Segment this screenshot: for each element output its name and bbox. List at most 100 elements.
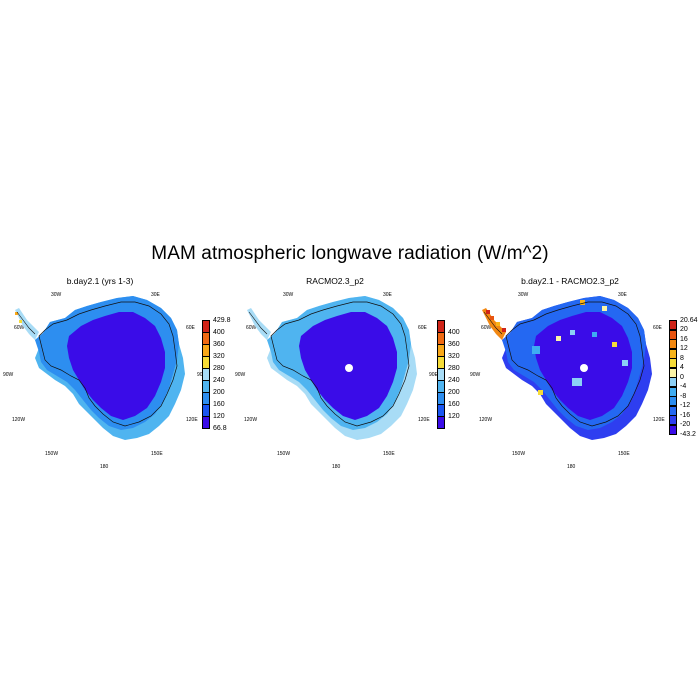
lon-label-180: 180 <box>567 464 576 470</box>
lon-label-30e: 30E <box>618 292 627 298</box>
pole-hole <box>580 364 588 372</box>
colorbar-tick-label: 200 <box>213 388 225 396</box>
colorbar-segment <box>669 386 677 397</box>
colorbar-segment <box>669 377 677 387</box>
anomaly-patch <box>622 360 628 366</box>
colorbar-tick-label: -43.2 <box>680 430 696 438</box>
colorbar-segment <box>669 329 677 340</box>
anomaly-patch <box>538 390 543 395</box>
peninsula-coastline <box>16 311 36 335</box>
lon-label-90e: 90E <box>429 372 438 378</box>
colorbar-tick-label: 12 <box>680 345 688 352</box>
colorbar-tick-label: 120 <box>448 412 460 420</box>
colorbar-tick-label: 320 <box>213 352 225 360</box>
colorbar-segment <box>437 368 445 381</box>
colorbar-tick-label: -20 <box>680 421 691 428</box>
peninsula-fill <box>482 308 506 340</box>
lon-label-150e: 150E <box>151 451 163 457</box>
anomaly-patch <box>15 312 18 315</box>
lon-label-120w: 120W <box>479 417 493 423</box>
colorbar-tick-label: 0 <box>680 373 684 381</box>
lon-label-60e: 60E <box>186 325 195 331</box>
colorbar-segment <box>669 348 677 359</box>
colorbar-tick-label: 160 <box>213 400 225 408</box>
anomaly-patch <box>502 328 506 332</box>
lon-label-120e: 120E <box>653 417 665 423</box>
colorbar-segment <box>437 416 445 429</box>
colorbar-segment <box>669 358 677 368</box>
interior-fill <box>67 312 165 420</box>
anomaly-patch <box>592 332 597 337</box>
coastline <box>38 301 178 427</box>
anomaly-patch <box>612 342 617 347</box>
colorbar-tick-label: 66.8 <box>213 424 227 432</box>
colorbar-segment <box>437 380 445 393</box>
lon-label-90w: 90W <box>3 372 14 378</box>
lon-label-90w: 90W <box>470 372 481 378</box>
anomaly-patch <box>532 346 540 354</box>
main-title: MAM atmospheric longwave radiation (W/m^… <box>151 243 549 264</box>
colorbar-tick-label: 280 <box>448 364 460 372</box>
lon-label-30w: 30W <box>51 292 62 298</box>
lon-label-90w: 90W <box>235 372 246 378</box>
lon-label-90e: 90E <box>197 372 206 378</box>
lon-label-150e: 150E <box>618 451 630 457</box>
colorbar-segment <box>669 339 677 349</box>
lon-label-60w: 60W <box>481 325 492 331</box>
colorbar-segment <box>669 415 677 425</box>
colorbar-segment <box>669 320 677 330</box>
colorbar-segment <box>437 332 445 345</box>
colorbar-segment <box>437 404 445 417</box>
colorbar-segment <box>437 392 445 405</box>
colorbar-segment <box>202 356 210 369</box>
colorbar-tick-label: -4 <box>680 383 687 390</box>
colorbar-segment <box>202 416 210 429</box>
anomaly-patch <box>556 336 561 341</box>
colorbar-tick-label: 360 <box>448 340 460 348</box>
panel-model: b.day2.1 (yrs 1-3) 30W 30E 60W 60E 90W 9… <box>3 270 238 470</box>
peninsula-fill <box>15 308 39 340</box>
colorbar-segment <box>202 344 210 357</box>
lon-label-150w: 150W <box>45 451 59 457</box>
lon-label-180: 180 <box>332 464 341 470</box>
antarctica-map <box>482 296 652 440</box>
lon-label-30w: 30W <box>518 292 529 298</box>
colorbar-segment <box>202 380 210 393</box>
lon-label-120w: 120W <box>244 417 258 423</box>
colorbar-segment <box>669 405 677 416</box>
peninsula-coastline <box>248 311 268 335</box>
colorbar-segment <box>202 392 210 405</box>
anomaly-patch <box>602 306 607 311</box>
colorbar-tick-label: 20 <box>680 326 688 333</box>
lon-label-150e: 150E <box>383 451 395 457</box>
colorbar-segment <box>202 320 210 333</box>
panel-reference: RACMO2.3_p2 30W 30E 60W 60E 90W 90E 120W… <box>235 270 473 470</box>
anomaly-patch <box>572 378 582 386</box>
colorbar-tick-label: -12 <box>680 402 691 409</box>
anomaly-patch <box>486 310 490 314</box>
lon-label-60w: 60W <box>246 325 257 331</box>
colorbar-segment <box>202 368 210 381</box>
colorbar-tick-label: 4 <box>680 364 684 371</box>
lon-label-60e: 60E <box>418 325 427 331</box>
lon-label-120w: 120W <box>12 417 26 423</box>
colorbar-tick-label: 240 <box>213 376 225 384</box>
pole-hole <box>345 364 353 372</box>
anomaly-patch <box>496 322 500 326</box>
colorbar-tick-label: 429.8 <box>213 316 231 324</box>
colorbar-tick-label: 20.64 <box>680 316 698 324</box>
lon-label-60e: 60E <box>653 325 662 331</box>
antarctica-map <box>247 296 417 440</box>
colorbar-tick-label: 200 <box>448 388 460 396</box>
colorbar-tick-label: -16 <box>680 411 691 419</box>
colorbar-segment <box>437 344 445 357</box>
peninsula-coastline <box>483 311 503 335</box>
colorbar-segment <box>437 320 445 333</box>
lon-label-120e: 120E <box>186 417 198 423</box>
anomaly-patch <box>19 320 22 323</box>
coastline <box>270 301 410 427</box>
lon-label-120e: 120E <box>418 417 430 423</box>
lon-label-30e: 30E <box>151 292 160 298</box>
colorbar-tick-label: 8 <box>680 354 684 362</box>
colorbar-tick-label: 360 <box>213 340 225 348</box>
